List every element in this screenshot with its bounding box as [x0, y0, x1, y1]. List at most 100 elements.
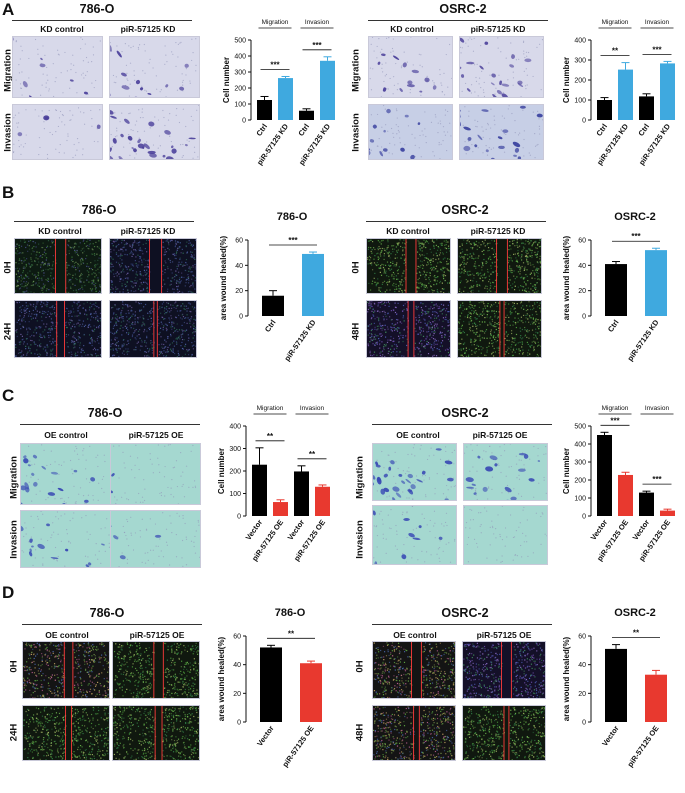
y-tick-label: 40	[235, 263, 243, 270]
cell-title: OSRC-2	[441, 406, 489, 420]
y-tick-label: 0	[582, 720, 586, 727]
y-tick-label: 200	[574, 478, 586, 485]
chart-title: 786-O	[277, 211, 308, 223]
group-label: Migration	[602, 19, 629, 26]
chart-title: 786-O	[275, 607, 306, 619]
row-header: 24H	[8, 723, 20, 742]
wound-healing-image	[457, 300, 542, 358]
wound-healing-image	[366, 300, 451, 358]
column-header: piR-57125 KD	[120, 24, 176, 34]
panel-letter-a: A	[2, 0, 15, 19]
y-tick-label: 100	[574, 98, 586, 105]
bar	[639, 96, 654, 120]
column-header: piR-57125 OE	[472, 430, 528, 440]
column-header: KD control	[386, 226, 430, 236]
group-label: Migration	[262, 19, 289, 26]
bar	[300, 663, 322, 722]
wound-healing-image	[366, 238, 451, 294]
y-axis-label: area wound healed(%)	[219, 235, 228, 320]
group-label: Invasion	[645, 405, 670, 412]
y-axis-label: area wound healed(%)	[217, 636, 226, 721]
transwell-image	[368, 36, 453, 98]
bar-chart: 0 100 200 300 400 Cell number Vector piR-57125 …	[210, 398, 340, 578]
transwell-image	[20, 510, 111, 568]
title-rule	[368, 20, 548, 21]
y-tick-label: 40	[233, 662, 241, 669]
y-axis-label: Cell number	[562, 448, 571, 494]
column-header: OE control	[396, 430, 440, 440]
cell-title: 786-O	[87, 406, 123, 420]
y-tick-label: 0	[237, 720, 241, 727]
y-tick-label: 20	[578, 288, 586, 295]
y-tick-label: 0	[582, 118, 586, 125]
bar	[262, 295, 284, 316]
transwell-image	[372, 505, 457, 565]
significance-marker: **	[309, 450, 316, 459]
bar-chart: 0 100 200 300 400 Cell number Ctrl piR-57125 KD…	[555, 12, 680, 182]
wound-healing-image	[462, 705, 546, 761]
column-header: piR-57125 OE	[128, 430, 184, 440]
transwell-image	[12, 104, 103, 160]
bar	[639, 492, 654, 516]
bar	[597, 100, 612, 120]
column-header: KD control	[40, 24, 84, 34]
panel-letter-d: D	[2, 583, 15, 602]
cell-title: OSRC-2	[441, 203, 489, 217]
wound-healing-image	[14, 300, 102, 358]
y-tick-label: 300	[229, 446, 241, 453]
y-axis-label: Cell number	[562, 57, 571, 103]
group-label: Invasion	[300, 405, 325, 412]
transwell-image	[459, 104, 544, 160]
row-header: 0H	[2, 261, 14, 274]
wound-healing-image	[462, 641, 546, 699]
y-tick-label: 100	[574, 496, 586, 503]
x-tick-label: Ctrl	[594, 122, 609, 138]
y-axis-label: Cell number	[222, 57, 231, 103]
bar	[605, 648, 627, 722]
y-tick-label: 20	[235, 288, 243, 295]
title-rule	[22, 624, 202, 625]
transwell-image	[12, 36, 103, 98]
bar	[278, 78, 293, 120]
significance-marker: ***	[652, 45, 662, 54]
bar	[645, 250, 667, 316]
y-tick-label: 0	[242, 118, 246, 125]
y-tick-label: 400	[229, 424, 241, 431]
bar	[299, 110, 314, 120]
x-tick-label: Vector	[600, 724, 621, 748]
x-tick-label: Vector	[286, 518, 307, 542]
bar	[273, 502, 288, 516]
transwell-image	[20, 443, 111, 505]
bar	[257, 100, 272, 120]
row-header: 0H	[8, 660, 20, 673]
x-tick-label: Vector	[244, 518, 265, 542]
y-tick-label: 300	[574, 460, 586, 467]
transwell-image	[463, 443, 548, 501]
row-header: Invasion	[8, 520, 20, 559]
wound-healing-image	[112, 705, 200, 761]
cell-title: 786-O	[79, 2, 115, 16]
column-header: KD control	[390, 24, 434, 34]
x-tick-label: piR-57125 OE	[281, 724, 316, 769]
y-tick-label: 20	[233, 691, 241, 698]
transwell-image	[109, 104, 200, 160]
transwell-image	[110, 443, 201, 505]
wound-healing-image	[14, 238, 102, 294]
bar-chart: OSRC-2 0 20 40 60 area wound healed(%) Vector p…	[555, 604, 680, 784]
column-header: OE control	[44, 430, 88, 440]
wound-healing-image	[372, 705, 456, 761]
y-tick-label: 0	[237, 514, 241, 521]
column-header: KD control	[38, 226, 82, 236]
y-tick-label: 0	[582, 314, 586, 321]
title-rule	[12, 20, 192, 21]
group-label: Migration	[257, 405, 284, 412]
row-header: 24H	[2, 322, 14, 341]
column-header: OE control	[45, 630, 89, 640]
y-tick-label: 200	[574, 78, 586, 85]
bar	[320, 60, 335, 120]
y-tick-label: 100	[229, 491, 241, 498]
y-tick-label: 60	[578, 634, 586, 641]
y-tick-label: 100	[234, 102, 246, 109]
wound-healing-image	[22, 705, 110, 761]
bar	[294, 471, 309, 516]
